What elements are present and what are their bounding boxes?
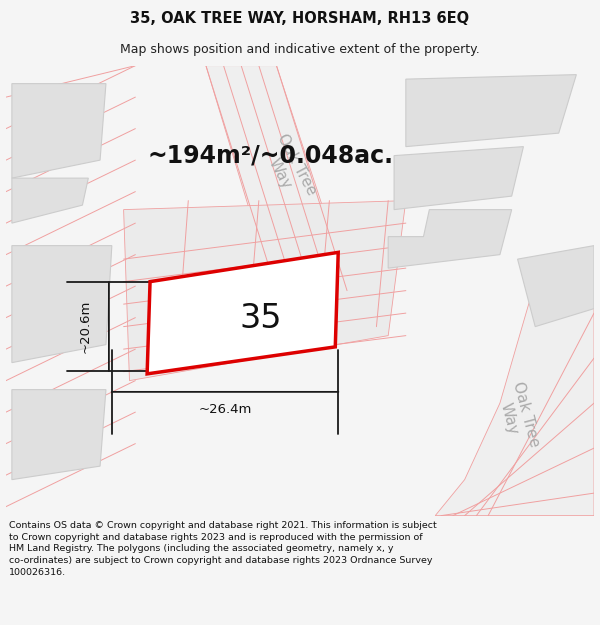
Text: 35: 35 xyxy=(239,302,281,335)
Polygon shape xyxy=(12,389,106,479)
Text: Contains OS data © Crown copyright and database right 2021. This information is : Contains OS data © Crown copyright and d… xyxy=(9,521,437,577)
Polygon shape xyxy=(12,84,106,178)
Text: Map shows position and indicative extent of the property.: Map shows position and indicative extent… xyxy=(120,42,480,56)
Polygon shape xyxy=(206,66,347,299)
Polygon shape xyxy=(388,209,512,268)
Text: 35, OAK TREE WAY, HORSHAM, RH13 6EQ: 35, OAK TREE WAY, HORSHAM, RH13 6EQ xyxy=(130,11,470,26)
Polygon shape xyxy=(518,246,594,327)
Polygon shape xyxy=(12,246,112,362)
Polygon shape xyxy=(147,253,338,374)
Text: Oak Tree
Way: Oak Tree Way xyxy=(257,131,319,207)
Polygon shape xyxy=(406,74,577,147)
Polygon shape xyxy=(12,178,88,223)
Text: ~194m²/~0.048ac.: ~194m²/~0.048ac. xyxy=(147,144,393,168)
Text: ~26.4m: ~26.4m xyxy=(199,403,252,416)
Polygon shape xyxy=(394,147,523,209)
Polygon shape xyxy=(435,268,594,516)
Text: Oak Tree
Way: Oak Tree Way xyxy=(493,380,542,454)
Text: ~20.6m: ~20.6m xyxy=(79,300,92,353)
Polygon shape xyxy=(124,201,406,381)
